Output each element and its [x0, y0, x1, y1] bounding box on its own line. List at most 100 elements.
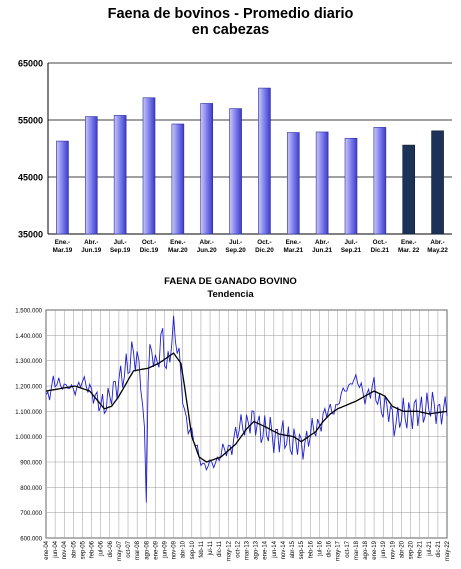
- x-tick-label: Abr.-: [84, 239, 98, 246]
- y-tick-label: 1.300.000: [15, 359, 42, 365]
- line-chart-subtitle: Tendencia: [207, 289, 254, 300]
- y-tick-label: 45000: [18, 173, 43, 183]
- x-tick-label: Mar.21: [283, 247, 303, 254]
- x-tick-label: May.22: [427, 247, 448, 254]
- x-tick-label: Oct.-: [373, 239, 387, 246]
- x-tick-label: Ene.-: [170, 239, 185, 246]
- bar: [402, 144, 416, 235]
- bar-chart-title: Faena de bovinos - Promedio diario: [107, 6, 354, 22]
- y-tick-label: 1.100.000: [15, 410, 42, 416]
- x-tick-label: oct-17: [345, 540, 351, 557]
- x-tick-label: Sep.21: [341, 247, 362, 254]
- x-tick-label: nov-09: [172, 540, 178, 559]
- x-tick-label: ene-09: [153, 540, 159, 559]
- monthly-series-line: [45, 315, 448, 503]
- bar-chart: 35000450005500065000Ene.-Mar.19Abr.-Jun.…: [18, 59, 452, 254]
- x-tick-label: Abr.-: [200, 239, 214, 246]
- x-tick-label: nov-04: [62, 540, 68, 559]
- x-tick-label: Oct.-: [142, 239, 156, 246]
- x-tick-label: jul-06: [99, 540, 105, 556]
- x-tick-label: abr-10: [181, 540, 187, 558]
- x-tick-label: abr-15: [290, 540, 296, 558]
- bar: [84, 116, 98, 235]
- bar: [373, 127, 387, 235]
- x-tick-label: dic-21: [436, 540, 442, 557]
- x-tick-label: ene-19: [372, 540, 378, 559]
- x-tick-label: Jul.-: [345, 239, 358, 246]
- bar: [56, 140, 69, 235]
- x-tick-label: Abr.-: [315, 239, 329, 246]
- x-tick-label: oct-07: [126, 540, 132, 557]
- trend-series-line: [45, 352, 448, 463]
- y-tick-label: 1.500.000: [15, 309, 42, 315]
- y-tick-label: 700.000: [20, 511, 42, 517]
- bar: [344, 137, 358, 235]
- x-tick-label: Ene.-: [401, 239, 416, 246]
- bar: [142, 97, 156, 235]
- x-tick-label: oct-12: [235, 540, 241, 557]
- bar: [113, 115, 127, 235]
- y-tick-label: 1.000.000: [15, 435, 42, 441]
- y-tick-label: 35000: [18, 230, 43, 240]
- x-tick-label: jun-14: [272, 540, 278, 558]
- x-tick-label: abr-05: [71, 540, 77, 558]
- x-tick-label: Oct.-: [257, 239, 271, 246]
- bar: [229, 108, 242, 235]
- x-tick-label: mar-13: [245, 540, 251, 560]
- x-tick-label: Mar.19: [53, 247, 73, 254]
- x-tick-label: ene-14: [263, 540, 269, 559]
- x-tick-label: may-07: [117, 540, 123, 561]
- bar: [431, 130, 444, 235]
- x-tick-label: ene-04: [44, 540, 50, 559]
- x-tick-label: nov-19: [390, 540, 396, 559]
- x-tick-label: feb-16: [308, 540, 314, 558]
- x-tick-label: mar-08: [135, 540, 141, 560]
- y-tick-label: 1.400.000: [15, 334, 42, 340]
- x-tick-label: Jul.-: [114, 239, 127, 246]
- x-tick-label: ago-18: [363, 540, 369, 559]
- x-tick-label: feb-11: [199, 540, 205, 557]
- x-tick-label: sep-05: [80, 540, 86, 559]
- x-tick-label: Sep.20: [225, 247, 246, 254]
- x-tick-label: abr-20: [399, 540, 405, 558]
- x-tick-label: Jun.20: [197, 247, 217, 254]
- bar: [171, 123, 185, 235]
- x-tick-label: Ene.-: [286, 239, 301, 246]
- x-tick-label: mar-18: [354, 540, 360, 560]
- x-tick-label: feb-06: [90, 540, 96, 558]
- x-tick-label: ago-13: [254, 540, 260, 559]
- bar: [286, 132, 300, 235]
- x-tick-label: Abr.-: [430, 239, 444, 246]
- x-tick-label: dic-11: [217, 540, 223, 557]
- x-tick-label: Jun.19: [81, 247, 101, 254]
- bar-chart-subtitle: en cabezas: [191, 22, 270, 38]
- bar: [258, 87, 271, 235]
- y-tick-label: 1.200.000: [15, 385, 42, 391]
- line-chart: 600.000 700.000 800.000 900.000 1.000.000 1.1…: [15, 309, 451, 562]
- x-tick-label: Dic.19: [140, 247, 159, 254]
- x-tick-label: jul-21: [427, 540, 433, 556]
- x-tick-label: ago-08: [144, 540, 150, 559]
- x-tick-label: Dic.21: [371, 247, 390, 254]
- x-tick-label: jun-09: [162, 540, 168, 558]
- x-tick-label: may-12: [226, 540, 232, 561]
- x-tick-label: jun-19: [381, 540, 387, 558]
- x-tick-label: jul-16: [317, 540, 323, 556]
- y-tick-label: 900.000: [20, 461, 42, 467]
- x-tick-label: may-17: [336, 540, 342, 561]
- x-tick-label: sep-15: [299, 540, 305, 559]
- x-tick-label: feb-21: [418, 540, 424, 558]
- x-tick-label: Mar.20: [168, 247, 188, 254]
- x-tick-label: jun-04: [53, 540, 59, 558]
- bar: [315, 131, 329, 235]
- bar: [200, 103, 214, 235]
- x-tick-label: nov-14: [281, 540, 287, 559]
- x-tick-label: may-22: [445, 540, 451, 561]
- y-tick-label: 800.000: [20, 486, 42, 492]
- x-tick-label: Dic.20: [255, 247, 274, 254]
- x-tick-label: Jul.-: [229, 239, 242, 246]
- x-tick-label: Ene.-: [55, 239, 70, 246]
- x-tick-label: Sep.19: [110, 247, 131, 254]
- x-tick-label: jul-11: [208, 540, 214, 556]
